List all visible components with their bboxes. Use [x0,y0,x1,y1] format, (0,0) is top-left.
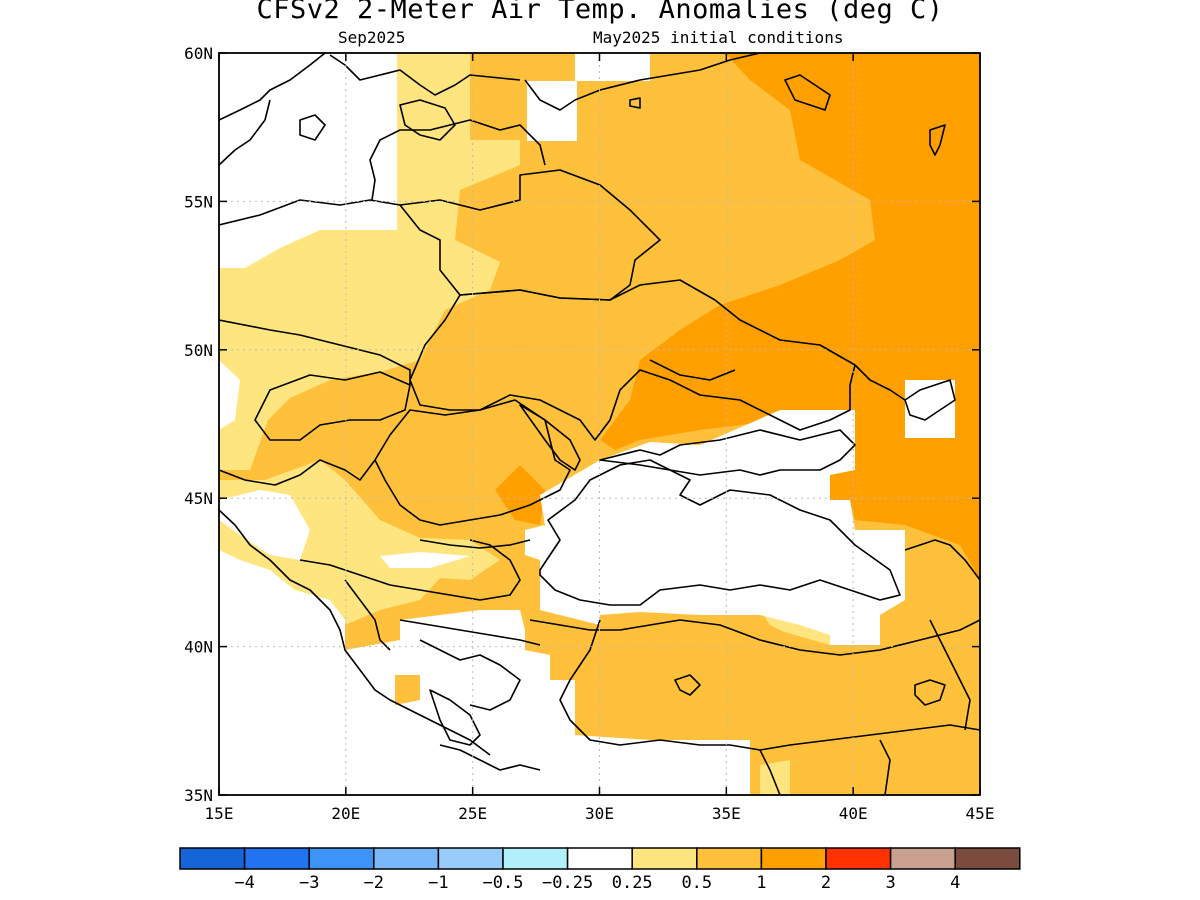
legend-swatch [437,847,504,870]
longitude-axis: 15E 20E 25E 30E 35E 40E 45E [205,53,995,823]
forecast-month: Sep2025 [338,28,406,47]
legend-label: 2 [821,873,831,893]
lon-tick-label: 15E [205,804,234,823]
legend-label: −0.25 [542,873,593,893]
legend-swatch [502,847,569,870]
lon-tick-label: 40E [839,804,868,823]
lat-tick-label: 40N [184,638,213,657]
legend-label: 3 [885,873,895,893]
anomaly-fill-1-2 [495,465,545,525]
lon-tick-label: 35E [712,804,741,823]
lat-tick-label: 35N [184,786,213,805]
legend-label: −3 [299,873,319,893]
legend-label: 0.5 [681,873,712,893]
anomaly-fill-0.5-1 [525,575,980,795]
lat-tick-label: 45N [184,489,213,508]
legend-label: 4 [950,873,960,893]
legend-swatch [243,847,310,870]
lon-tick-label: 25E [458,804,487,823]
map-title: CFSv2 2-Meter Air Temp. Anomalies (deg C… [256,0,944,25]
legend-swatch [566,847,633,870]
coastlines-and-borders [219,53,980,795]
gridlines [219,53,980,795]
legend-swatch [696,847,763,870]
anomaly-fill-0.25-0.5 [760,760,790,795]
anomaly-fill-1-2 [600,53,980,580]
initial-conditions: May2025 initial conditions [593,28,844,47]
lat-tick-label: 60N [184,44,213,63]
legend-swatch [179,847,246,870]
lon-tick-label: 20E [331,804,360,823]
anomaly-fill-0.5-1 [395,675,420,705]
lon-tick-label: 30E [585,804,614,823]
legend-label: 0.25 [612,873,653,893]
lat-tick-label: 55N [184,192,213,211]
legend-swatch [825,847,892,870]
legend-label: −4 [234,873,254,893]
legend-swatch [889,847,956,870]
legend-label: −2 [364,873,384,893]
lon-tick-label: 45E [966,804,995,823]
latitude-axis: 60N 55N 50N 45N 40N 35N [184,44,980,805]
lat-tick-label: 50N [184,341,213,360]
legend-swatch [631,847,698,870]
anomaly-field [219,53,980,795]
below-threshold-area [219,53,955,795]
legend-label: −0.5 [483,873,524,893]
legend-swatch [760,847,827,870]
legend-swatch [308,847,375,870]
legend-label: −1 [428,873,448,893]
color-legend: −4 −3 −2 −1 −0.5 −0.25 0.25 0.5 1 2 3 4 [179,847,1021,893]
legend-swatch [954,847,1021,870]
legend-swatch [373,847,440,870]
legend-label: 1 [756,873,766,893]
